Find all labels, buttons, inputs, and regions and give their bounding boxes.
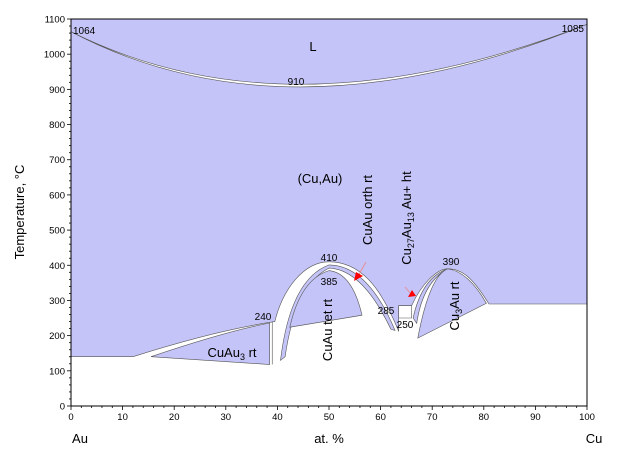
label-au-melting: 1064 <box>73 26 96 37</box>
x-tick-label: 60 <box>375 412 386 423</box>
y-tick-label: 900 <box>49 85 65 96</box>
arrow-cu27au13-head <box>408 290 416 297</box>
x-axis-label: at. % <box>314 431 344 446</box>
y-tick-label: 800 <box>49 120 65 131</box>
y-tick-label: 500 <box>49 226 65 237</box>
label-cu27au13: Cu27Au13 Au+ ht <box>399 171 416 265</box>
label-cu-melting: 1085 <box>562 24 585 35</box>
label-390: 390 <box>443 257 460 268</box>
y-tick-label: 100 <box>49 366 65 377</box>
x-tick-label: 100 <box>579 412 595 423</box>
x-tick-label: 80 <box>479 412 490 423</box>
label-cuau-tet: CuAu tet rt <box>320 299 335 362</box>
cu3au-region <box>417 268 487 339</box>
label-cu3au: Cu3Au rt <box>447 281 464 330</box>
x-tick-label: 40 <box>272 412 283 423</box>
label-385: 385 <box>321 277 338 288</box>
x-tick-label: 90 <box>530 412 541 423</box>
x-tick-label: 0 <box>68 412 73 423</box>
y-tick-label: 400 <box>49 261 65 272</box>
label-250: 250 <box>397 320 414 331</box>
y-tick-label: 700 <box>49 155 65 166</box>
label-240: 240 <box>255 312 272 323</box>
y-axis-label: Temperature, °C <box>12 165 27 260</box>
phase-regions <box>70 19 588 407</box>
cuau3-region <box>150 322 270 365</box>
cuau-tet-region <box>289 270 363 328</box>
label-liquid: L <box>309 39 316 54</box>
label-410: 410 <box>321 253 338 264</box>
label-fcc: (Cu,Au) <box>298 171 343 186</box>
label-cuau3: CuAu3 rt <box>207 345 256 362</box>
element-cu: Cu <box>586 431 603 446</box>
arrow-orth-head <box>354 272 363 281</box>
y-tick-label: 300 <box>49 296 65 307</box>
y-tick-label: 1100 <box>45 15 65 26</box>
axes: 0 100 200 300 400 500 600 700 800 900 1000 1100 0 10 2… <box>44 15 595 424</box>
label-285: 285 <box>378 306 395 317</box>
arrow-cu27au13-line <box>404 286 412 295</box>
y-tick-label: 0 <box>60 402 65 413</box>
y-tick-label: 200 <box>49 331 65 342</box>
label-cuau-orth: CuAu orth rt <box>360 175 375 245</box>
element-au: Au <box>72 431 88 446</box>
x-tick-label: 10 <box>117 412 128 423</box>
x-tick-label: 30 <box>221 412 232 423</box>
y-tick-label: 600 <box>49 190 65 201</box>
y-tick-label: 1000 <box>44 50 65 61</box>
x-tick-label: 20 <box>169 412 180 423</box>
label-910: 910 <box>288 77 305 88</box>
arrow-orth-line <box>357 261 367 277</box>
x-tick-label: 70 <box>427 412 438 423</box>
x-tick-label: 50 <box>324 412 335 423</box>
cu27au13-box <box>398 305 412 319</box>
